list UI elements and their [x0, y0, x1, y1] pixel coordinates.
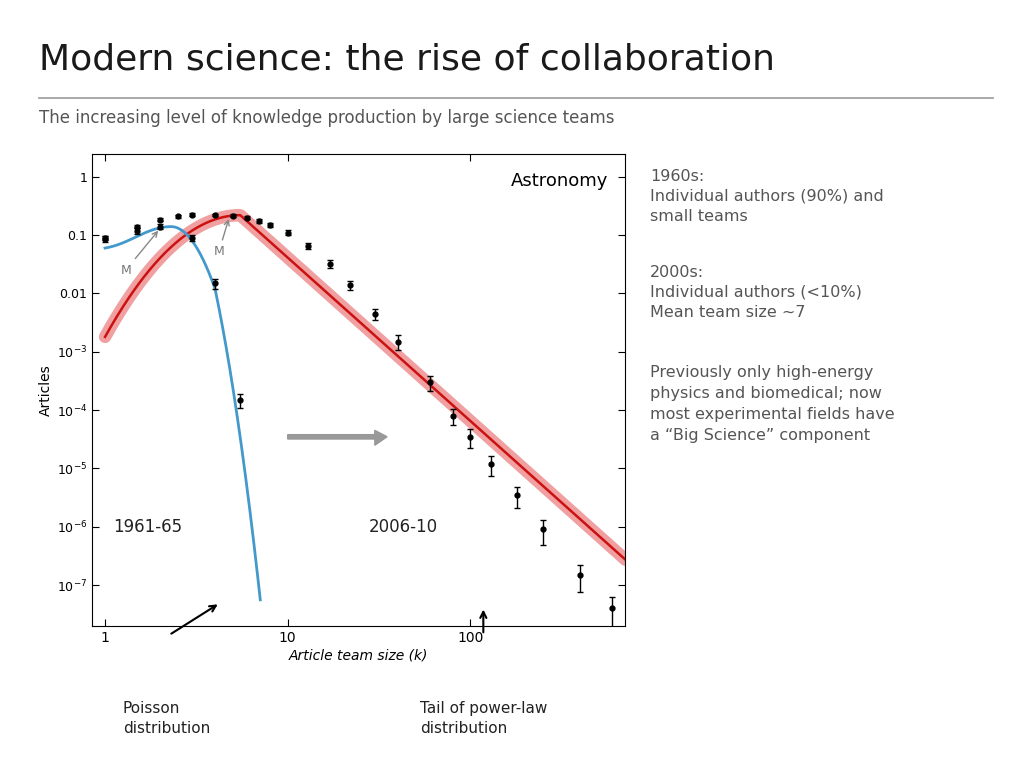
Text: M: M — [121, 232, 158, 276]
Text: Individual authors (90%) and
small teams: Individual authors (90%) and small teams — [650, 188, 884, 224]
Text: Poisson
distribution: Poisson distribution — [123, 701, 210, 736]
Text: M: M — [213, 220, 229, 258]
Text: The increasing level of knowledge production by large science teams: The increasing level of knowledge produc… — [39, 109, 614, 127]
Text: 1960s:: 1960s: — [650, 169, 705, 184]
Text: Modern science: the rise of collaboration: Modern science: the rise of collaboratio… — [39, 42, 775, 76]
FancyArrow shape — [288, 430, 387, 445]
Text: Tail of power-law
distribution: Tail of power-law distribution — [420, 701, 547, 736]
Text: 2006-10: 2006-10 — [369, 518, 438, 536]
Text: Individual authors (<10%)
Mean team size ~7: Individual authors (<10%) Mean team size… — [650, 284, 862, 320]
Text: Astronomy: Astronomy — [511, 173, 608, 190]
X-axis label: Article team size (k): Article team size (k) — [289, 649, 428, 663]
Y-axis label: Articles: Articles — [39, 364, 53, 415]
Text: 2000s:: 2000s: — [650, 265, 705, 280]
Text: 1961-65: 1961-65 — [114, 518, 182, 536]
Text: Previously only high-energy
physics and biomedical; now
most experimental fields: Previously only high-energy physics and … — [650, 365, 895, 443]
